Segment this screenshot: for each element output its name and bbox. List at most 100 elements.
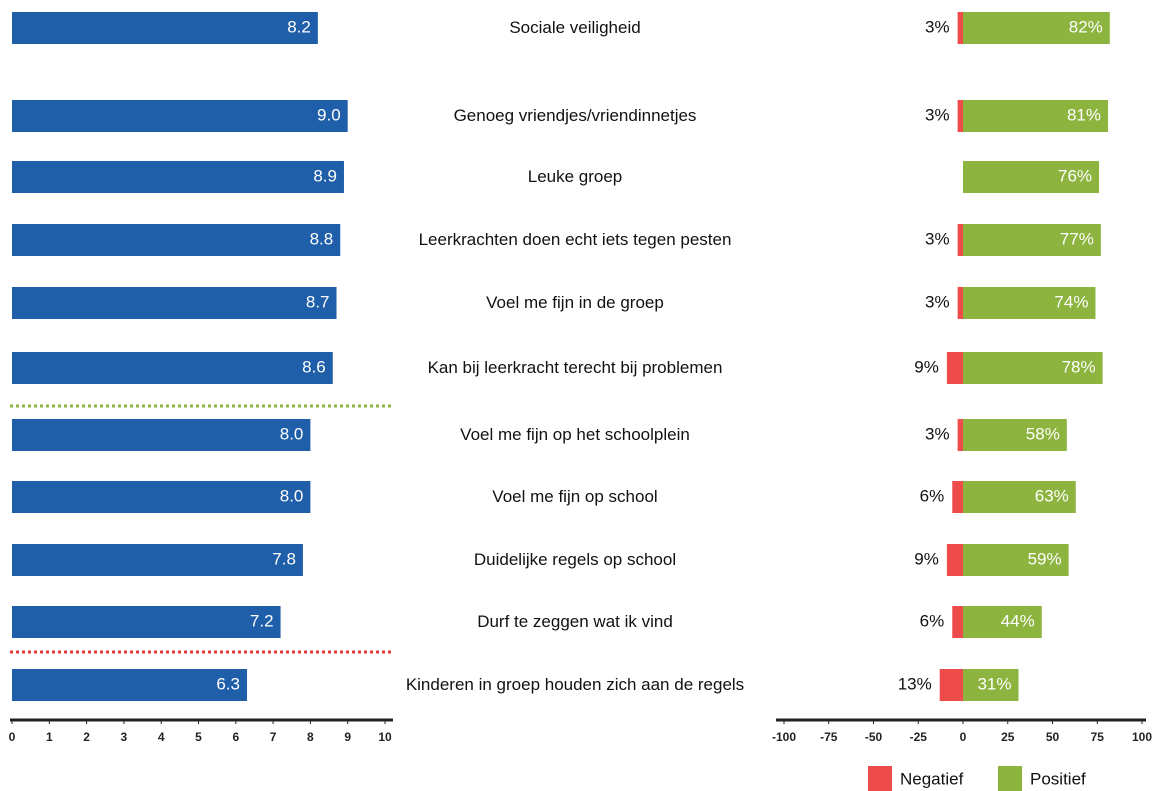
value-label: 7.2 [250,611,274,630]
value-label: 76% [1058,166,1092,185]
category-label: Duidelijke regels op school [473,550,677,569]
bar [946,544,963,576]
value-label: 82% [1069,17,1103,36]
x-tick-label: 25 [1001,730,1015,744]
x-tick-label: 4 [158,730,165,744]
x-tick-label: 7 [270,730,277,744]
category-label: Sociale veiligheid [509,18,641,37]
bar [12,606,281,638]
value-label: 8.7 [306,292,330,311]
legend-label: Positief [1030,769,1086,788]
value-label: 3% [925,105,950,124]
bar [12,419,311,451]
category-label: Genoeg vriendjes/vriendinnetjes [453,106,697,125]
bar [963,224,1101,256]
value-label: 3% [925,229,950,248]
x-tick-label: 5 [195,730,202,744]
x-tick-label: 50 [1046,730,1060,744]
value-label: 6% [920,486,945,505]
value-label: 7.8 [272,549,296,568]
value-label: 63% [1035,486,1069,505]
value-label: 3% [925,424,950,443]
value-label: 44% [1001,611,1035,630]
bar [963,287,1096,319]
x-tick-label: 3 [121,730,128,744]
bar [12,161,344,193]
value-label: 8.0 [280,424,304,443]
bar [963,606,1042,638]
bar [12,669,247,701]
value-label: 13% [898,674,932,693]
value-label: 9% [914,357,939,376]
x-tick-label: 8 [307,730,314,744]
value-label: 81% [1067,105,1101,124]
x-tick-label: -50 [865,730,883,744]
category-label: Voel me fijn op school [492,487,658,506]
bar [12,287,337,319]
value-label: 59% [1028,549,1062,568]
value-label: 8.0 [280,486,304,505]
value-label: 8.2 [287,17,311,36]
bar [963,669,1019,701]
legend-swatch [868,766,892,791]
bar [963,481,1076,513]
value-label: 74% [1054,292,1088,311]
value-label: 9% [914,549,939,568]
value-label: 3% [925,17,950,36]
value-label: 6.3 [216,674,240,693]
bar [952,606,963,638]
category-label: Leerkrachten doen echt iets tegen pesten [418,230,732,249]
bar [12,12,318,44]
legend-label: Negatief [900,769,964,788]
value-label: 78% [1062,357,1096,376]
category-label: Voel me fijn op het schoolplein [460,425,690,444]
bar [12,352,333,384]
category-label: Voel me fijn in de groep [486,293,664,312]
x-tick-label: 2 [83,730,90,744]
bar [12,224,341,256]
bar [963,352,1103,384]
category-label: Leuke groep [527,167,623,186]
value-label: 58% [1026,424,1060,443]
x-tick-label: -100 [772,730,796,744]
x-tick-label: 9 [344,730,351,744]
x-tick-label: 100 [1132,730,1152,744]
bar [957,224,963,256]
bar [12,481,311,513]
value-label: 8.6 [302,357,326,376]
legend-swatch [998,766,1022,791]
category-label: Kinderen in groep houden zich aan de reg… [405,675,745,694]
value-label: 3% [925,292,950,311]
bar [957,287,963,319]
bar [957,100,963,132]
bar [957,12,963,44]
x-tick-label: 6 [232,730,239,744]
bar [12,100,348,132]
x-tick-label: 75 [1091,730,1105,744]
category-label: Kan bij leerkracht terecht bij problemen [427,358,723,377]
bar [12,544,303,576]
bar [952,481,963,513]
x-tick-label: 10 [378,730,392,744]
x-tick-label: -75 [820,730,838,744]
value-label: 9.0 [317,105,341,124]
x-tick-label: 1 [46,730,53,744]
bar [963,419,1067,451]
x-tick-label: 0 [9,730,16,744]
bar [963,100,1108,132]
value-label: 31% [977,674,1011,693]
value-label: 8.8 [310,229,334,248]
value-label: 8.9 [313,166,337,185]
value-label: 6% [920,611,945,630]
bar [963,544,1069,576]
x-tick-label: -25 [910,730,928,744]
category-label: Durf te zeggen wat ik vind [477,612,673,631]
bar [963,12,1110,44]
bar [946,352,963,384]
bar [957,419,963,451]
value-label: 77% [1060,229,1094,248]
bar [963,161,1100,193]
bar [939,669,963,701]
